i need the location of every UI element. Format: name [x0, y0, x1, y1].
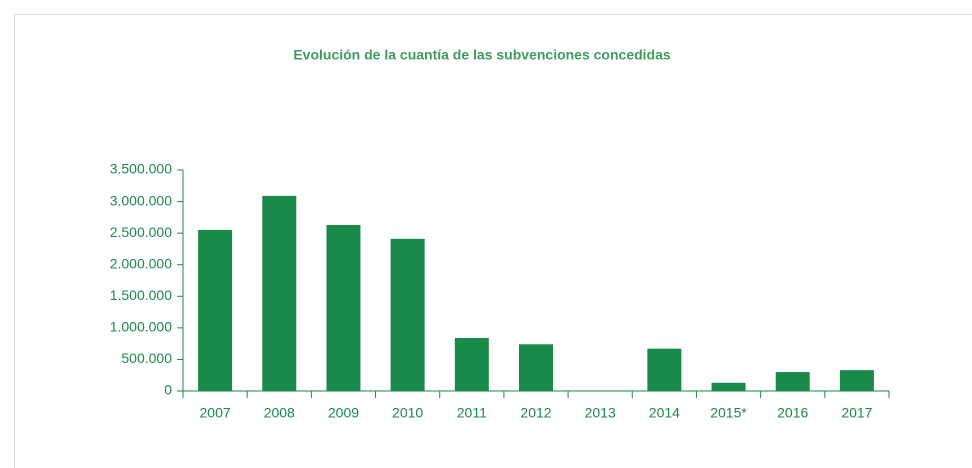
- x-tick-label: 2011: [457, 405, 487, 421]
- bar: [711, 382, 746, 391]
- y-tick-label: 3.000.000: [110, 192, 172, 208]
- y-tick-label: 1.500.000: [110, 287, 172, 303]
- bar: [390, 238, 425, 391]
- x-tick-label: 2017: [841, 405, 872, 421]
- bar: [262, 195, 297, 391]
- x-tick-label: 2009: [328, 405, 359, 421]
- x-tick-label: 2016: [777, 405, 808, 421]
- y-tick-label: 3.500.000: [110, 161, 172, 177]
- x-tick-label: 2014: [649, 405, 680, 421]
- bar: [454, 337, 489, 391]
- bar: [839, 370, 874, 391]
- x-tick-label: 2012: [520, 405, 551, 421]
- bar: [198, 229, 233, 391]
- x-tick-label: 2015*: [710, 405, 747, 421]
- bar: [519, 344, 553, 391]
- bar: [647, 348, 682, 391]
- frame: [14, 14, 972, 468]
- bar: [326, 224, 361, 391]
- y-tick-label: 500.000: [121, 350, 172, 366]
- x-tick-label: 2007: [200, 405, 231, 421]
- x-tick-label: 2010: [392, 405, 423, 421]
- y-tick-label: 1.000.000: [110, 319, 172, 335]
- x-tick-label: 2013: [585, 405, 616, 421]
- x-tick-label: 2008: [264, 405, 295, 421]
- y-tick-label: 2.500.000: [110, 224, 172, 240]
- bar: [775, 372, 810, 391]
- chart-title: Evolución de la cuantía de las subvencio…: [293, 47, 671, 63]
- y-tick-label: 2.000.000: [110, 255, 172, 271]
- y-tick-label: 0: [164, 382, 172, 398]
